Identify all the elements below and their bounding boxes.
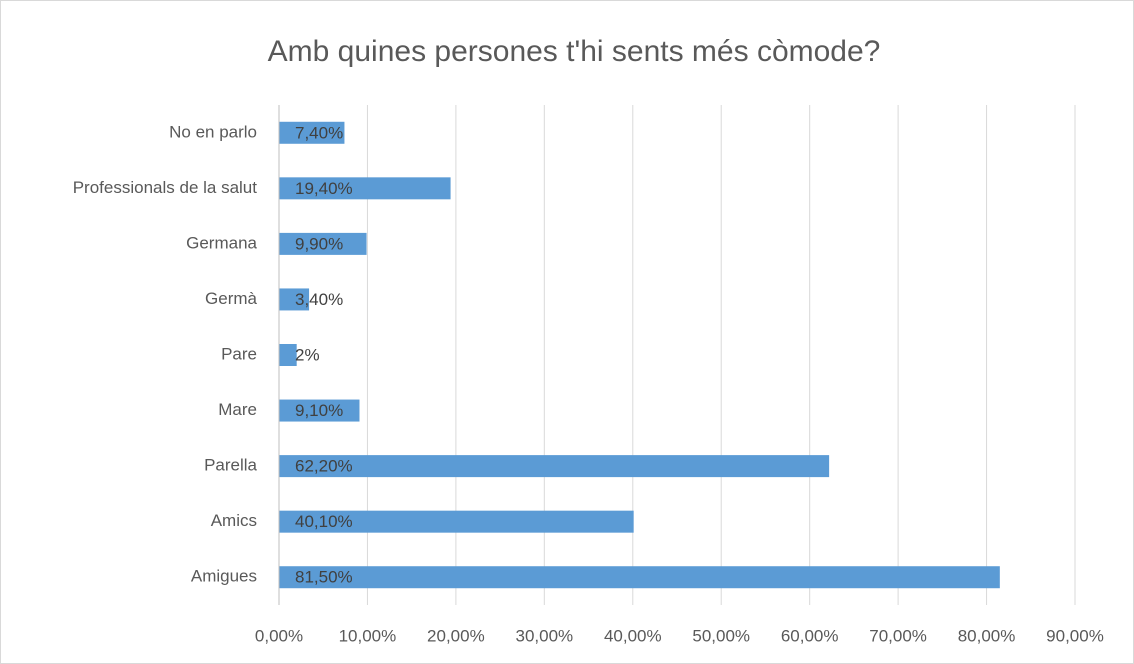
y-tick-label: No en parlo [169, 122, 257, 141]
y-tick-label: Germà [205, 289, 258, 308]
data-label: 19,40% [295, 179, 353, 198]
chart-title: Amb quines persones t'hi sents més còmod… [268, 35, 881, 68]
data-label: 9,90% [295, 234, 343, 253]
data-label: 9,10% [295, 401, 343, 420]
data-label: 2% [295, 345, 320, 364]
y-tick-label: Germana [186, 233, 257, 252]
x-tick-label: 20,00% [427, 626, 485, 645]
y-tick-label: Mare [218, 400, 257, 419]
y-tick-label: Professionals de la salut [73, 178, 258, 197]
bar [279, 121, 345, 144]
bar [279, 177, 451, 200]
y-tick-label: Amigues [191, 567, 257, 586]
data-label: 7,40% [295, 123, 343, 142]
x-tick-label: 10,00% [339, 626, 397, 645]
y-tick-label: Parella [204, 456, 257, 475]
x-tick-label: 50,00% [692, 626, 750, 645]
x-tick-label: 40,00% [604, 626, 662, 645]
bar [279, 510, 634, 533]
y-tick-label: Pare [221, 344, 257, 363]
bar [279, 232, 367, 255]
bar [279, 399, 360, 422]
bar [279, 344, 297, 366]
data-label: 3,40% [295, 290, 343, 309]
x-tick-label: 80,00% [958, 626, 1016, 645]
y-tick-label: Amics [211, 511, 257, 530]
x-tick-label: 0,00% [255, 626, 303, 645]
x-tick-label: 60,00% [781, 626, 839, 645]
x-tick-label: 70,00% [869, 626, 927, 645]
x-tick-label: 90,00% [1046, 626, 1104, 645]
x-tick-label: 30,00% [515, 626, 573, 645]
data-label: 40,10% [295, 512, 353, 531]
data-label: 62,20% [295, 457, 353, 476]
bar [279, 455, 830, 478]
bar [279, 288, 310, 311]
data-label: 81,50% [295, 568, 353, 587]
bar [279, 566, 1000, 589]
